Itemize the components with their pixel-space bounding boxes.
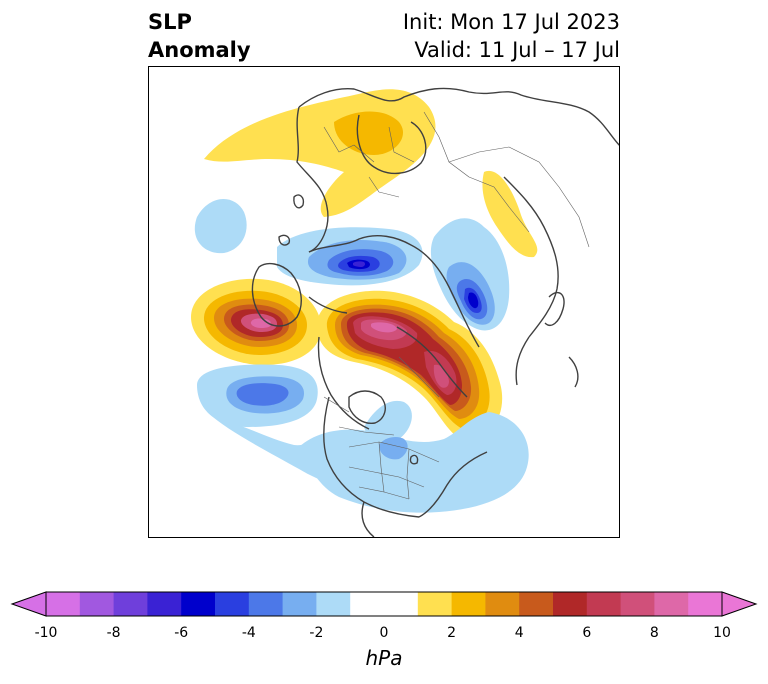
colorbar-tick-label: -10	[34, 625, 58, 641]
colorbar-tick-label: 10	[713, 625, 731, 641]
colorbar-tick-label: -4	[241, 625, 256, 641]
colorbar-cell	[654, 592, 689, 616]
colorbar-cell	[282, 592, 317, 616]
colorbar-cell	[113, 592, 148, 616]
colorbar-tick-label: -8	[106, 625, 121, 641]
map-dates: Init: Mon 17 Jul 2023 Valid: 11 Jul – 17…	[403, 8, 620, 64]
colorbar-cell	[316, 592, 351, 616]
map-title: SLP Anomaly	[148, 8, 251, 64]
colorbar-cell	[688, 592, 723, 616]
colorbar-tick-label: 6	[582, 625, 592, 641]
colorbar-outline	[45, 591, 723, 617]
positive-anomaly-arctic-canada	[316, 290, 503, 442]
colorbar-cell	[79, 592, 115, 616]
colorbar-extend-min	[10, 591, 47, 617]
colorbar-cell	[620, 592, 655, 616]
positive-anomaly-central-asia	[482, 170, 538, 258]
country-borders	[323, 111, 590, 500]
colorbar-cell	[147, 592, 182, 616]
colorbar-cell	[350, 592, 385, 616]
colorbar-tick-label: -2	[309, 625, 324, 641]
negative-anomaly-alaska	[194, 199, 247, 254]
positive-anomaly-north-pacific	[191, 278, 322, 365]
colorbar-cell	[384, 592, 419, 616]
negative-anomaly-north-america	[299, 400, 529, 513]
positive-anomaly-europe-russia	[204, 89, 436, 217]
coastlines	[251, 87, 619, 537]
map-canvas	[191, 87, 619, 537]
colorbar-cell	[181, 592, 216, 616]
colorbar-tick-label: 4	[514, 625, 524, 641]
init-date: Init: Mon 17 Jul 2023	[402, 10, 620, 34]
title-line-1: SLP	[148, 10, 192, 34]
negative-anomaly-siberia	[277, 227, 423, 286]
colorbar-tick-label: 2	[447, 625, 457, 641]
negative-anomaly-scandinavia	[430, 218, 510, 331]
title-line-2: Anomaly	[148, 38, 251, 62]
colorbar	[10, 591, 758, 617]
colorbar-cell	[586, 592, 622, 616]
colorbar-tick-label: 8	[649, 625, 659, 641]
colorbar-cell	[451, 592, 486, 616]
valid-range: Valid: 11 Jul – 17 Jul	[414, 38, 620, 62]
anomaly-map	[148, 66, 620, 538]
colorbar-cell	[46, 592, 81, 616]
colorbar-extend-max	[721, 591, 758, 617]
colorbar-tick-label: 0	[379, 625, 389, 641]
colorbar-cell	[248, 592, 284, 616]
colorbar-cell	[417, 592, 453, 616]
colorbar-tick-label: -6	[174, 625, 189, 641]
colorbar-cell	[553, 592, 588, 616]
colorbar-cell	[485, 592, 520, 616]
colorbar-cell	[215, 592, 250, 616]
colorbar-unit-label: hPa	[365, 646, 403, 670]
colorbar-cell	[519, 592, 554, 616]
